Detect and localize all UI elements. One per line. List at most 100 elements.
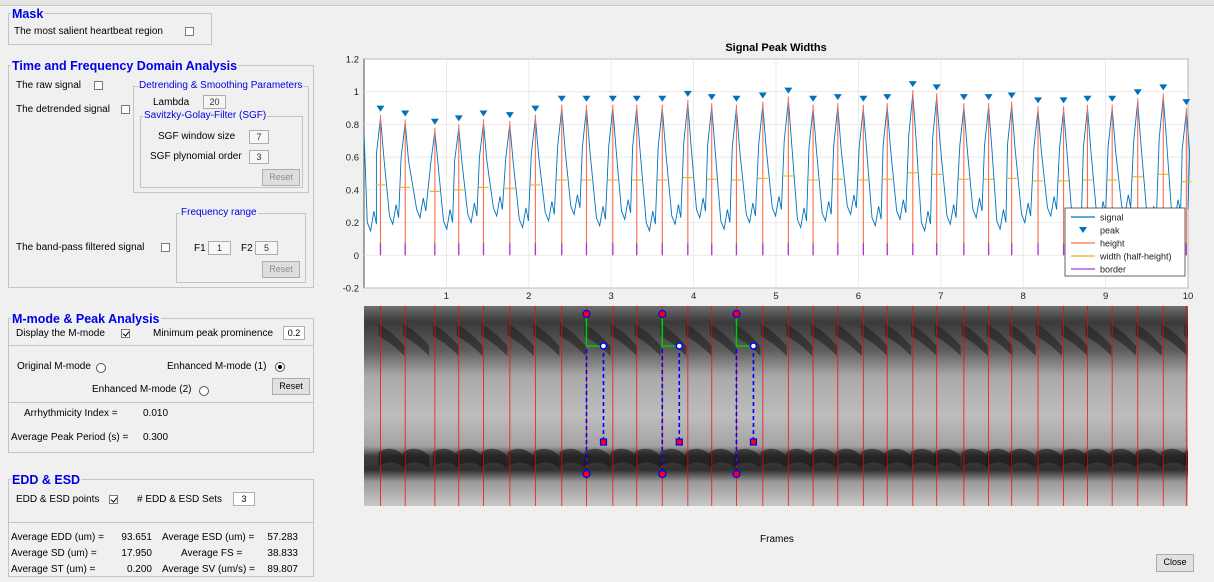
mmode-bottom-wall-stripe	[432, 448, 459, 468]
y-tick-label: 0.8	[346, 120, 359, 131]
peak-period-value: 0.300	[143, 432, 169, 443]
x-tick-label: 3	[609, 291, 614, 302]
mask-panel	[8, 13, 212, 45]
peak-marker	[557, 95, 566, 102]
mmode-top-wall-stripe	[533, 324, 560, 356]
legend-label: border	[1100, 265, 1126, 275]
salient-region-checkbox[interactable]	[185, 27, 194, 36]
original-mmode-radio[interactable]	[96, 363, 106, 373]
mmode-top-wall-stripe	[378, 324, 405, 356]
y-tick-label: 1	[354, 87, 359, 98]
signal-line	[363, 93, 1191, 233]
sgf-window-label: SGF window size	[158, 131, 236, 142]
peak-marker	[1108, 95, 1117, 102]
original-mmode-label: Original M-mode	[17, 361, 91, 372]
mmode-bottom-wall-stripe	[734, 448, 761, 468]
y-tick-label: 0.6	[346, 153, 359, 164]
sgf-window-field[interactable]: 7	[249, 130, 269, 144]
mmode-bottom-wall-stripe	[709, 448, 736, 468]
avg-fs-value: 38.833	[267, 548, 298, 559]
mmode-bottom-wall-stripe	[885, 448, 912, 468]
legend-label: peak	[1100, 226, 1120, 236]
mmode-bottom-wall-stripe	[559, 448, 586, 468]
peak-marker	[1034, 97, 1043, 104]
lambda-label: Lambda	[153, 97, 190, 108]
tfa-title: Time and Frequency Domain Analysis	[11, 59, 239, 73]
close-button[interactable]: Close	[1156, 554, 1194, 572]
mmode-top-wall-stripe	[961, 324, 988, 356]
enhanced2-mmode-radio[interactable]	[199, 386, 209, 396]
chart-title: Signal Peak Widths	[725, 42, 826, 54]
enhanced1-mmode-radio[interactable]	[275, 362, 285, 372]
mmode-bottom-wall-stripe	[533, 448, 560, 468]
bandpass-signal-checkbox[interactable]	[161, 243, 170, 252]
peak-prominence-label: Minimum peak prominence	[153, 328, 274, 339]
x-tick-label: 10	[1183, 291, 1194, 302]
peak-marker	[833, 94, 842, 101]
raw-signal-checkbox[interactable]	[94, 81, 103, 90]
mmode-bottom-wall-stripe	[634, 448, 661, 468]
peak-marker	[732, 95, 741, 102]
mmode-top-wall-stripe	[634, 324, 661, 356]
edd-points-checkbox[interactable]	[109, 495, 118, 504]
display-mmode-checkbox[interactable]	[121, 329, 130, 338]
avg-sd-value: 17.950	[121, 548, 152, 559]
lambda-field[interactable]: 20	[203, 95, 226, 109]
peak-marker	[430, 118, 439, 125]
enhanced1-mmode-label: Enhanced M-mode (1)	[167, 361, 267, 372]
arrhythmicity-value: 0.010	[143, 408, 169, 419]
x-tick-label: 9	[1103, 291, 1108, 302]
mmode-bottom-wall-stripe	[835, 448, 862, 468]
esd-top-point	[599, 342, 608, 350]
window-top-strip	[0, 0, 1214, 6]
f2-field[interactable]: 5	[255, 241, 278, 255]
mmode-reset-button[interactable]: Reset	[272, 378, 310, 395]
mmode-bottom-wall-stripe	[1036, 448, 1063, 468]
mmode-bottom-wall-stripe	[1009, 448, 1036, 468]
peak-marker	[401, 110, 410, 117]
mmode-top-wall-stripe	[1009, 324, 1036, 356]
mmode-top-wall-stripe	[835, 324, 862, 356]
legend-peak-symbol	[1079, 227, 1087, 233]
peak-marker	[479, 110, 488, 117]
detrended-signal-checkbox[interactable]	[121, 105, 130, 114]
sgf-reset-button[interactable]: Reset	[262, 169, 300, 186]
legend-label: signal	[1100, 213, 1124, 223]
x-tick-label: 5	[773, 291, 778, 302]
peak-marker	[632, 95, 641, 102]
frequency-reset-button[interactable]: Reset	[262, 261, 300, 278]
peak-marker	[505, 112, 514, 119]
peak-prominence-field[interactable]: 0.2	[283, 326, 305, 340]
y-tick-label: 1.2	[346, 55, 359, 66]
mmode-top-wall-stripe	[760, 324, 787, 356]
sgf-order-field[interactable]: 3	[249, 150, 269, 164]
mmode-image	[364, 306, 1188, 506]
esd-connector	[661, 316, 680, 347]
avg-edd-value: 93.651	[121, 532, 152, 543]
mmode-top-wall-stripe	[934, 324, 961, 356]
peak-marker	[658, 95, 667, 102]
mmode-top-wall-stripe	[432, 324, 459, 356]
peak-marker	[1083, 95, 1092, 102]
edd-sets-field[interactable]: 3	[233, 492, 255, 506]
sgf-order-label: SGF plynomial order	[150, 151, 242, 162]
mmode-bottom-wall-stripe	[986, 448, 1013, 468]
peak-marker	[784, 87, 793, 94]
edd-top-point	[732, 309, 741, 319]
peak-marker	[531, 105, 540, 112]
mmode-bottom-wall-stripe	[861, 448, 888, 468]
mmode-bottom-wall-stripe	[481, 448, 508, 468]
mmode-top-wall-stripe	[1110, 324, 1137, 356]
mmode-top-wall-stripe	[481, 324, 508, 356]
mmode-bottom-wall-stripe	[584, 448, 611, 468]
edd-points-label: EDD & ESD points	[16, 494, 100, 505]
peak-marker	[1133, 89, 1142, 96]
x-tick-label: 8	[1021, 291, 1026, 302]
mmode-bottom-wall-stripe	[1135, 448, 1162, 468]
f1-field[interactable]: 1	[208, 241, 231, 255]
peak-marker	[758, 92, 767, 99]
x-tick-label: 4	[691, 291, 696, 302]
peak-marker	[1182, 99, 1191, 106]
mmode-top-wall-stripe	[861, 324, 888, 356]
y-tick-label: 0.2	[346, 218, 359, 229]
